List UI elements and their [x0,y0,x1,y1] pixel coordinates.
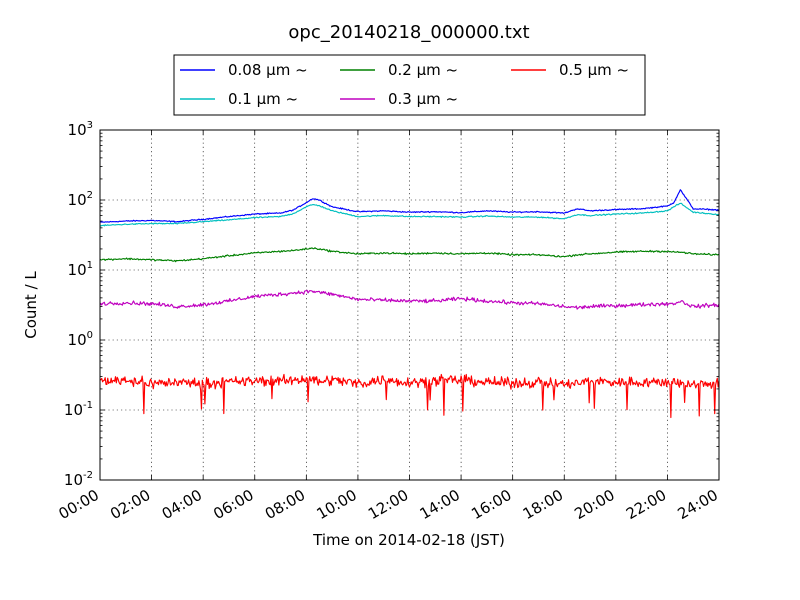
series-line-5 [99,373,720,419]
y-axis-label: Count / L [22,271,40,339]
x-axis-label: Time on 2014-02-18 (JST) [312,531,505,549]
y-tick-label: 10-1 [64,400,93,419]
y-tick-label: 100 [68,330,93,349]
legend-box [173,54,646,116]
series-line-1 [99,189,720,223]
y-tick-label: 10-2 [64,470,93,489]
y-tick-label: 102 [68,190,93,209]
legend: 0.08 μm ~ 0.1 μm ~ 0.2 μm ~ 0.3 μm ~ 0.5 μm … [173,54,646,116]
series-line-2 [99,202,720,227]
legend-entry-label: 0.08 μm ~ [228,61,308,79]
y-tick-label: 101 [68,260,93,279]
legend-entry-label: 0.3 μm ~ [388,90,458,108]
legend-entry-label: 0.1 μm ~ [228,90,298,108]
chart-title: opc_20140218_000000.txt [288,22,529,43]
legend-entry-label: 0.2 μm ~ [388,61,458,79]
series-line-3 [99,247,720,263]
legend-entry-label: 0.5 μm ~ [559,61,629,79]
series-line-4 [99,289,720,310]
y-tick-label: 103 [68,120,93,139]
